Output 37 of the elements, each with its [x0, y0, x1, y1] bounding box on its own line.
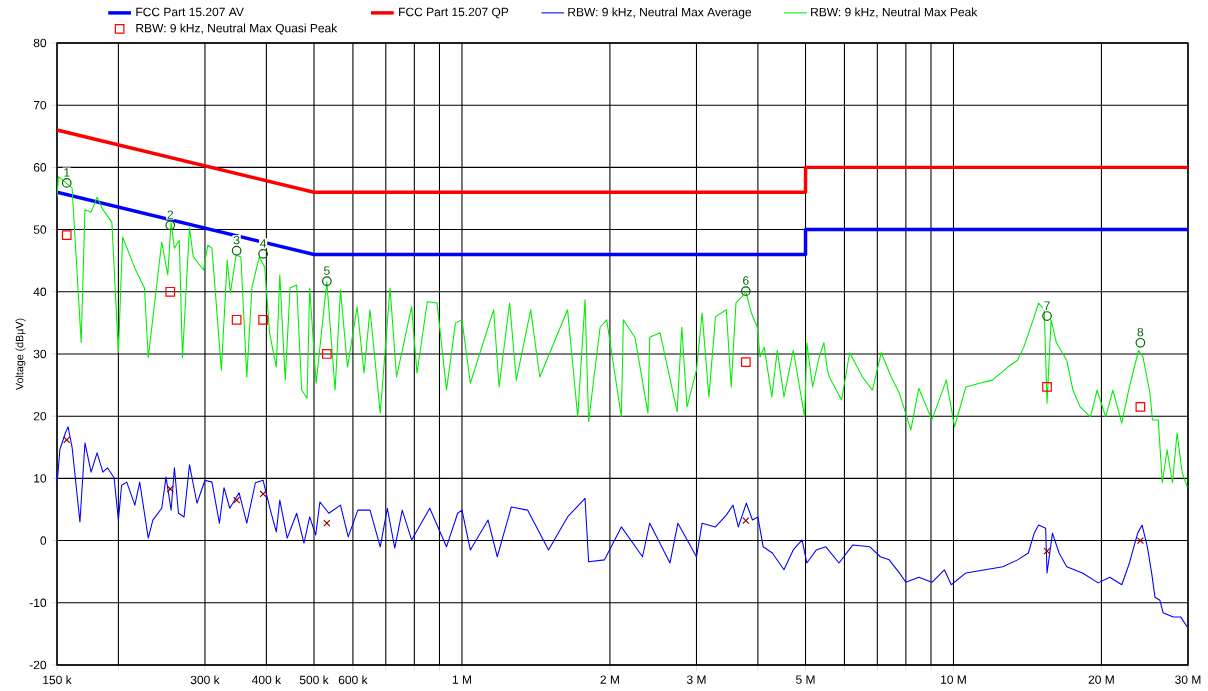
annotation: 8: [1137, 327, 1144, 337]
annotation: 6: [743, 276, 749, 285]
legend-label: RBW: 9 kHz, Neutral Max Quasi Peak: [136, 23, 338, 35]
y-tick-label: 70: [33, 100, 47, 110]
annotation: 5: [323, 266, 330, 275]
y-tick-label: -20: [29, 660, 47, 670]
y-tick-label: 60: [33, 163, 47, 172]
y-tick-label: -10: [29, 598, 47, 608]
y-tick-label: 20: [33, 411, 47, 421]
legend-label: FCC Part 15.207 QP: [399, 7, 509, 19]
annotation: 7: [1044, 301, 1050, 310]
x-tick-label: 500 k: [299, 675, 329, 685]
x-tick-label: 3 M: [686, 675, 706, 684]
x-tick-label: 20 M: [1088, 675, 1114, 684]
annotation: 3: [233, 235, 240, 245]
annotation: 1: [64, 168, 70, 177]
x-tick-label: 600 k: [338, 675, 368, 685]
annotation: 2: [167, 210, 173, 219]
y-tick-label: 30: [33, 349, 47, 359]
annotation: 4: [260, 239, 267, 248]
legend-label: RBW: 9 kHz, Neutral Max Peak: [811, 7, 978, 18]
y-tick-label: 0: [40, 536, 47, 545]
x-tick-label: 1 M: [452, 675, 471, 684]
x-tick-label: 400 k: [251, 675, 282, 685]
x-tick-label: 150 k: [43, 675, 72, 685]
x-tick-label: 2 M: [600, 675, 619, 684]
x-tick-label: 300 k: [190, 675, 220, 685]
x-tick-label: 30 M: [1175, 675, 1201, 684]
y-tick-label: 40: [33, 287, 47, 297]
x-tick-label: 10 M: [941, 675, 966, 684]
x-tick-label: 5 M: [796, 675, 815, 684]
y-axis-title: Voltage (dBµV): [15, 318, 26, 390]
legend-label: FCC Part 15.207 AV: [136, 7, 244, 17]
y-tick-label: 50: [33, 225, 47, 234]
y-tick-label: 10: [34, 474, 47, 483]
legend-label: RBW: 9 kHz, Neutral Max Average: [568, 7, 752, 19]
y-tick-label: 80: [33, 38, 47, 48]
